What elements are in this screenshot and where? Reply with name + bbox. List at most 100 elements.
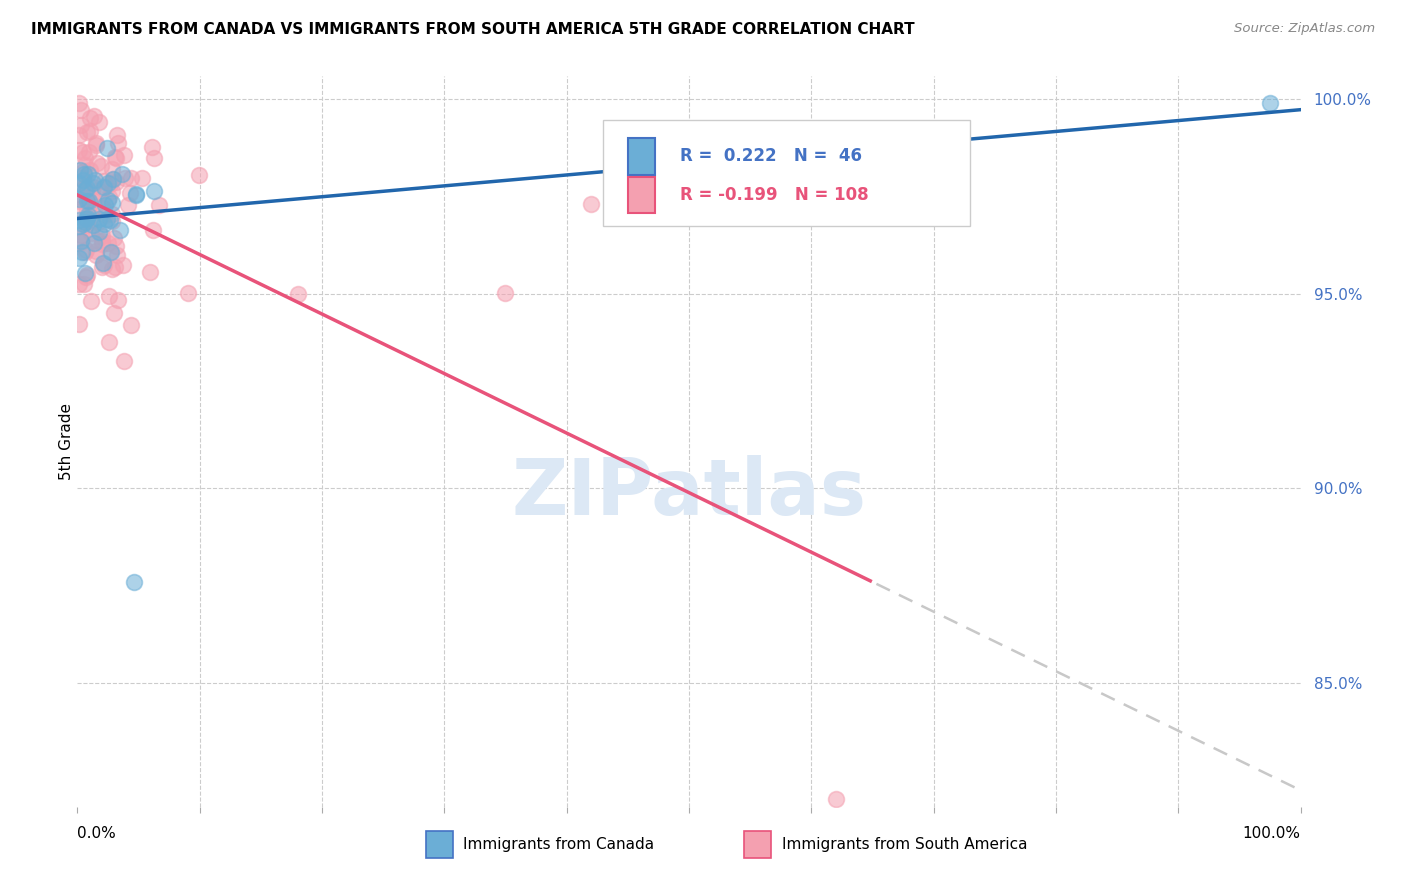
Point xyxy=(91,256,114,270)
Point xyxy=(101,172,124,186)
Point xyxy=(86,233,108,247)
Point xyxy=(177,285,200,300)
Point xyxy=(73,266,96,280)
Point xyxy=(142,151,165,165)
Point xyxy=(84,247,107,261)
Point xyxy=(75,157,97,171)
Point xyxy=(93,174,115,188)
Text: R = -0.199   N = 108: R = -0.199 N = 108 xyxy=(681,186,869,204)
Point xyxy=(104,151,127,165)
Point xyxy=(107,293,129,308)
Point xyxy=(101,261,124,276)
Text: Immigrants from South America: Immigrants from South America xyxy=(782,837,1028,852)
Point xyxy=(101,214,124,228)
Point xyxy=(73,167,96,181)
Point xyxy=(495,286,517,301)
Text: Immigrants from Canada: Immigrants from Canada xyxy=(463,837,654,852)
Point xyxy=(108,222,131,236)
Point xyxy=(67,177,90,191)
Point xyxy=(77,194,100,208)
Point xyxy=(579,197,602,211)
Point xyxy=(98,177,121,191)
Point xyxy=(90,185,112,199)
Point xyxy=(101,195,124,210)
Point xyxy=(89,115,111,129)
Point xyxy=(87,215,110,229)
Point xyxy=(142,223,165,237)
Point xyxy=(75,183,97,197)
Bar xyxy=(628,177,655,213)
Point xyxy=(70,235,93,249)
Point xyxy=(101,161,124,176)
Point xyxy=(90,159,112,173)
Point xyxy=(103,231,125,245)
Point xyxy=(141,140,163,154)
Point xyxy=(117,198,139,212)
Point xyxy=(75,243,97,257)
Point xyxy=(93,258,115,272)
Point xyxy=(79,111,101,125)
Point xyxy=(120,171,142,186)
Point xyxy=(76,211,98,225)
Point xyxy=(67,190,90,204)
Point xyxy=(76,181,98,195)
Point xyxy=(120,186,142,201)
Point xyxy=(114,147,136,161)
Point xyxy=(75,270,97,285)
Point xyxy=(76,125,98,139)
Point xyxy=(67,251,90,265)
Point xyxy=(76,268,98,282)
Point xyxy=(84,136,107,151)
Point xyxy=(72,172,94,186)
Point xyxy=(82,176,104,190)
Point xyxy=(86,156,108,170)
Point xyxy=(124,574,146,589)
Point xyxy=(120,318,142,332)
Point xyxy=(105,248,128,262)
Point xyxy=(105,239,128,253)
Point xyxy=(148,198,170,212)
Point xyxy=(75,219,97,233)
FancyBboxPatch shape xyxy=(603,120,970,226)
Point xyxy=(104,260,127,274)
Point xyxy=(73,214,96,228)
Text: Source: ZipAtlas.com: Source: ZipAtlas.com xyxy=(1234,22,1375,36)
Point xyxy=(79,124,101,138)
Point xyxy=(76,203,98,218)
Point xyxy=(112,353,135,368)
Point xyxy=(73,277,96,291)
Point xyxy=(72,145,94,160)
Point xyxy=(94,198,117,212)
Point xyxy=(105,128,128,142)
Bar xyxy=(426,830,453,858)
Point xyxy=(89,212,111,227)
Point xyxy=(98,213,121,227)
Point xyxy=(96,140,118,154)
Point xyxy=(75,212,97,227)
Point xyxy=(93,180,115,194)
Point xyxy=(1258,96,1281,111)
Point xyxy=(97,288,120,302)
Point xyxy=(91,201,114,215)
Point xyxy=(114,170,136,185)
Point xyxy=(125,187,148,202)
Point xyxy=(93,217,115,231)
Point xyxy=(72,173,94,187)
Point xyxy=(98,335,121,350)
Point xyxy=(98,244,121,259)
Point xyxy=(80,293,103,308)
Point xyxy=(72,217,94,231)
Point xyxy=(82,193,104,207)
Point xyxy=(80,188,103,202)
Point xyxy=(91,181,114,195)
Point xyxy=(76,214,98,228)
Point xyxy=(80,226,103,240)
Point xyxy=(83,173,105,187)
Bar xyxy=(628,138,655,175)
Point xyxy=(69,277,91,292)
Point xyxy=(69,202,91,216)
Point xyxy=(101,206,124,220)
Point xyxy=(76,194,98,208)
Point xyxy=(94,208,117,222)
Point xyxy=(98,189,121,203)
